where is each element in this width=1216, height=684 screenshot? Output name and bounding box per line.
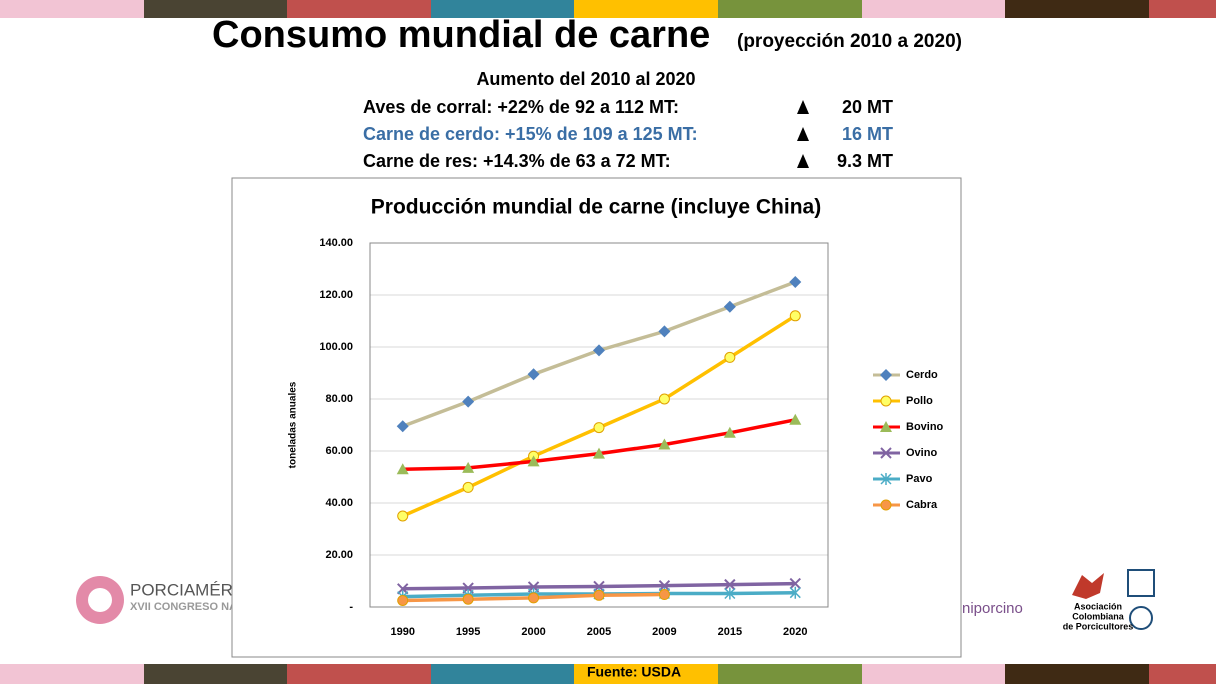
marker — [658, 393, 670, 405]
y-tick-label: 100.00 — [319, 341, 353, 353]
marker — [462, 593, 474, 605]
logo-text: Asociación — [1074, 601, 1122, 611]
marker — [880, 499, 892, 511]
legend-label: Pollo — [906, 395, 933, 407]
marker — [396, 463, 409, 475]
marker — [593, 589, 605, 601]
marker — [397, 510, 409, 522]
x-tick-label: 2005 — [587, 626, 611, 638]
marker — [724, 587, 736, 600]
slide-title: Consumo mundial de carne — [212, 14, 710, 56]
marker — [789, 586, 801, 599]
marker — [880, 369, 892, 381]
marker — [723, 300, 736, 313]
increase-arrow — [797, 154, 809, 168]
logo-text: Colombiana — [1072, 611, 1124, 621]
marker — [789, 310, 801, 322]
marker — [658, 325, 671, 338]
source: Fuente: USDA — [587, 664, 681, 680]
y-tick-label: 40.00 — [325, 497, 353, 509]
summary-text: Aves de corral: +22% de 92 a 112 MT: — [363, 97, 679, 117]
logo-text: niporcino — [962, 600, 1023, 617]
marker — [723, 426, 736, 438]
logo-text: XVII CONGRESO NA — [130, 601, 237, 613]
summary-increase: 20 MT — [842, 97, 893, 117]
x-tick-label: 2020 — [783, 626, 807, 638]
slide-title-note: (proyección 2010 a 2020) — [737, 31, 962, 52]
logo-text: de Porcicultores — [1063, 621, 1134, 631]
marker — [789, 276, 802, 288]
marker — [462, 461, 475, 473]
y-tick-label: 60.00 — [325, 445, 353, 457]
marker — [880, 447, 892, 459]
x-tick-label: 2009 — [652, 626, 676, 638]
chart-frame — [231, 177, 962, 658]
summary-heading: Aumento del 2010 al 2020 — [476, 69, 695, 89]
bottom-stripes — [0, 664, 1216, 684]
marker — [880, 395, 892, 407]
x-tick-label: 2000 — [521, 626, 545, 638]
y-tick-label: 80.00 — [325, 393, 353, 405]
logo-text: PORCIAMÉR — [130, 580, 233, 599]
marker — [397, 595, 409, 606]
logo-right: Asociación Colombiana de Porcicultores — [1063, 569, 1155, 631]
marker — [396, 420, 409, 433]
y-tick-label: 20.00 — [325, 549, 353, 561]
marker — [724, 578, 736, 591]
legend-label: Bovino — [906, 421, 944, 433]
marker — [789, 577, 801, 590]
marker — [880, 421, 892, 432]
legend-label: Pavo — [906, 473, 933, 485]
plot-area — [369, 242, 829, 608]
summary-text: Carne de res: +14.3% de 63 a 72 MT: — [363, 151, 671, 171]
marker — [658, 438, 671, 450]
summary-text: Carne de cerdo: +15% de 109 a 125 MT: — [363, 124, 698, 144]
legend-label: Cerdo — [906, 369, 938, 381]
marker — [789, 413, 802, 425]
x-tick-label: 2015 — [718, 626, 742, 638]
marker — [880, 473, 892, 485]
increase-arrow — [797, 127, 809, 141]
y-tick-label: - — [349, 601, 353, 613]
x-tick-label: 1990 — [390, 626, 414, 638]
marker — [593, 344, 605, 357]
marker — [593, 447, 605, 459]
y-tick-label: 140.00 — [319, 237, 353, 249]
marker — [527, 455, 540, 467]
y-axis-label: toneladas anuales — [288, 381, 299, 468]
x-tick-label: 1995 — [456, 626, 480, 638]
marker — [397, 583, 409, 595]
legend-label: Ovino — [906, 447, 937, 459]
chart-title: Producción mundial de carne (incluye Chi… — [371, 196, 821, 219]
marker — [724, 351, 736, 363]
marker — [462, 481, 474, 493]
marker — [658, 579, 671, 592]
summary-increase: 9.3 MT — [837, 151, 893, 171]
logo-left: PORCIAMÉR XVII CONGRESO NA — [76, 576, 237, 624]
summary-increase: 16 MT — [842, 124, 893, 144]
y-tick-label: 120.00 — [319, 289, 353, 301]
top-stripes — [0, 0, 1216, 18]
increase-arrow — [797, 100, 809, 114]
legend-label: Cabra — [906, 499, 938, 511]
marker — [593, 422, 605, 434]
marker — [528, 592, 540, 604]
marker — [658, 589, 670, 601]
marker — [527, 368, 540, 381]
marker — [462, 395, 475, 408]
